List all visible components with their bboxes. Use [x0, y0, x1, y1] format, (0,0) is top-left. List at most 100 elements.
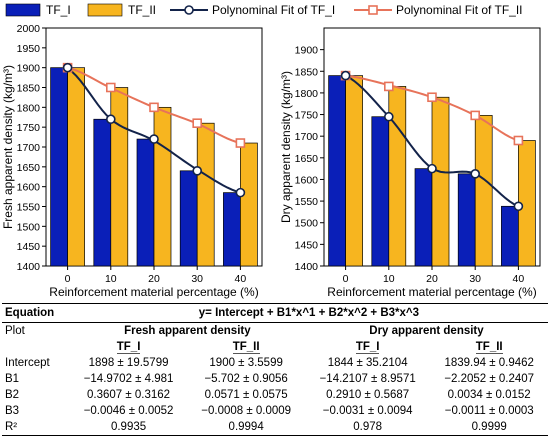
y-tick-label: 1700 [17, 142, 41, 154]
marker-tf2 [513, 135, 524, 146]
fresh-density-chart: 1400 1450 1500 1550 1600 1650 1700 1750 1800 1850… [1, 23, 263, 299]
table-cell: −2.2052 ± 0.2407 [444, 373, 535, 385]
sub-header: TF_I [70, 339, 188, 355]
sub-header-text: TF_II [232, 341, 260, 354]
x-tick-label: 30 [469, 273, 481, 285]
table-cell: 0.9935 [69, 419, 188, 436]
y-tick-label: 1850 [295, 66, 319, 78]
bar-tf2 [67, 67, 85, 267]
table-cell: −5.702 ± 0.9056 [204, 373, 288, 385]
legend-label-fit2: Polynominal Fit of TF_II [396, 3, 523, 17]
equation-label: Equation [2, 303, 70, 323]
table-cell: 1898 ± 19.5799 [88, 357, 169, 369]
legend-marker-fit1 [184, 5, 194, 15]
x-axis-label: Reinforcement material percentage (%) [49, 285, 258, 299]
equation-row: Equation y= Intercept + B1*x^1 + B2*x^2 … [2, 303, 548, 323]
x-tick-label: 0 [343, 273, 349, 285]
table-row: B3 −0.0046 ± 0.0052 −0.0008 ± 0.0009 −0.… [2, 403, 548, 419]
legend-label-fit1: Polynominal Fit of TF_I [212, 3, 335, 17]
table-cell: 0.9994 [187, 419, 305, 436]
series-header-row: TF_I TF_II TF_I TF_II [2, 339, 548, 355]
x-tick-label: 20 [426, 273, 438, 285]
sub-header-text: TF_I [116, 341, 141, 354]
table-cell: 1900 ± 3.5599 [209, 357, 283, 369]
legend-marker-fit2 [368, 5, 378, 15]
x-tick-label: 40 [513, 273, 525, 285]
x-axis-label: Reinforcement material percentage (%) [327, 285, 536, 299]
sub-header: TF_II [187, 339, 305, 355]
y-tick-label: 1500 [295, 218, 319, 230]
bar-tf1 [136, 138, 155, 267]
marker-tf1 [427, 163, 437, 174]
sub-header-text: TF_II [475, 341, 503, 354]
sub-header: TF_I [305, 339, 430, 355]
marker-tf2 [470, 110, 480, 121]
y-tick-label: 1800 [17, 102, 41, 114]
marker-tf1 [340, 70, 351, 81]
x-tick-label: 10 [383, 273, 395, 285]
bar-tf1 [50, 67, 68, 267]
y-tick-label: 1450 [17, 241, 41, 253]
regression-table: Equation y= Intercept + B1*x^1 + B2*x^2 … [0, 303, 550, 440]
table-cell: 1839.94 ± 0.9462 [444, 357, 534, 369]
y-tick-label: 1650 [17, 162, 41, 174]
bar-tf1 [457, 173, 476, 267]
y-tick-label: 2000 [17, 23, 41, 35]
table-cell: −0.0031 ± 0.0094 [322, 405, 413, 417]
bar-tf1 [501, 205, 519, 267]
marker-tf2 [427, 92, 437, 103]
y-tick-label: 1550 [295, 196, 319, 208]
bar-tf1 [223, 192, 241, 267]
marker-tf1 [384, 111, 394, 122]
y-tick-label: 1400 [17, 261, 41, 273]
table-cell: 1844 ± 35.2104 [327, 357, 408, 369]
plot-label: Plot [5, 325, 25, 337]
table-cell: −0.0011 ± 0.0003 [444, 405, 534, 417]
marker-tf1 [149, 134, 159, 144]
bar-tf1 [328, 75, 346, 267]
x-tick-label: 0 [65, 273, 71, 285]
y-tick-label: 1750 [17, 122, 41, 134]
row-label: B2 [5, 389, 20, 401]
marker-tf2 [384, 81, 394, 92]
table-cell: 0.0571 ± 0.0575 [204, 389, 288, 401]
table-cell: 0.2910 ± 0.5687 [326, 389, 410, 401]
table-cell: −14.2107 ± 8.9571 [319, 373, 416, 385]
marker-tf1 [470, 169, 480, 179]
table-row: B1 −14.9702 ± 4.981 −5.702 ± 0.9056 −14.… [2, 371, 548, 387]
table-cell: 0.0034 ± 0.0152 [447, 389, 531, 401]
x-tick-label: 40 [235, 273, 247, 285]
y-tick-label: 1650 [295, 153, 319, 165]
bar-tf1 [371, 116, 390, 267]
chart-legend: TF_I TF_II Polynominal Fit of TF_I Polyn… [5, 3, 523, 17]
table-row: R² 0.9935 0.9994 0.978 0.9999 [2, 419, 548, 436]
x-tick-label: 20 [148, 273, 160, 285]
x-tick-label: 30 [191, 273, 203, 285]
bar-tf1 [414, 168, 433, 267]
bar-tf2 [474, 115, 493, 267]
y-axis-label: Dry apparent density (kg/m³) [279, 71, 293, 223]
y-tick-label: 1400 [295, 261, 319, 273]
marker-tf1 [106, 114, 116, 125]
y-tick-label: 1950 [17, 43, 41, 55]
table-row: B2 0.3607 ± 0.3162 0.0571 ± 0.0575 0.291… [2, 387, 548, 403]
table-cell: 0.9999 [430, 419, 548, 436]
marker-tf1 [235, 187, 246, 198]
y-tick-label: 1550 [17, 202, 41, 214]
y-tick-label: 1900 [17, 63, 41, 75]
y-tick-label: 1600 [295, 174, 319, 186]
y-tick-label: 1500 [17, 221, 41, 233]
table-cell: −14.9702 ± 4.981 [83, 373, 174, 385]
equation-text: y= Intercept + B1*x^1 + B2*x^2 + B3*x^3 [69, 303, 548, 323]
legend-label-tf1: TF_I [46, 3, 71, 17]
fresh-group-header: Fresh apparent density [124, 325, 251, 337]
marker-tf2 [149, 102, 159, 113]
y-tick-label: 1900 [295, 45, 319, 57]
y-tick-label: 1450 [295, 239, 319, 251]
row-label: B3 [5, 405, 20, 417]
table-cell: −0.0046 ± 0.0052 [83, 405, 174, 417]
legend-swatch-tf1 [5, 3, 41, 17]
table-row: Intercept 1898 ± 19.5799 1900 ± 3.5599 1… [2, 355, 548, 371]
marker-tf1 [513, 201, 524, 212]
y-tick-label: 1750 [295, 110, 319, 122]
